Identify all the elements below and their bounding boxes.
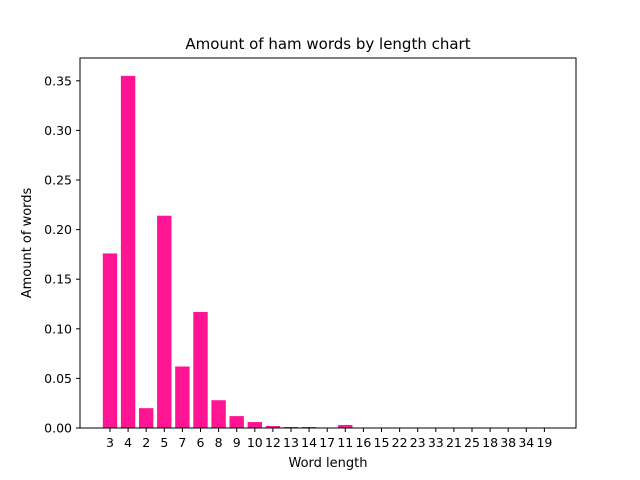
- x-tick-label-11: 11: [337, 435, 353, 450]
- x-tick-label-3: 3: [106, 435, 114, 450]
- y-tick-label-7: 0.35: [44, 73, 72, 88]
- bar-7: [175, 366, 190, 428]
- bar-6: [193, 311, 208, 428]
- x-tick-label-33: 33: [428, 435, 444, 450]
- x-tick-label-2: 2: [142, 435, 150, 450]
- bar-5: [157, 215, 172, 428]
- x-tick-label-13: 13: [283, 435, 299, 450]
- y-tick-label-5: 0.25: [44, 173, 72, 188]
- x-tick-label-16: 16: [355, 435, 371, 450]
- bar-2: [139, 408, 154, 428]
- x-tick-label-23: 23: [410, 435, 426, 450]
- bar-12: [265, 426, 281, 428]
- bar-9: [229, 416, 244, 428]
- bar-10: [247, 422, 262, 428]
- y-tick-label-6: 0.30: [44, 123, 72, 138]
- x-tick-label-34: 34: [518, 435, 534, 450]
- y-tick-label-1: 0.05: [44, 371, 72, 386]
- x-tick-label-12: 12: [265, 435, 281, 450]
- chart-title: Amount of ham words by length chart: [185, 35, 470, 53]
- x-tick-label-21: 21: [446, 435, 462, 450]
- x-tick-label-19: 19: [536, 435, 552, 450]
- x-tick-label-4: 4: [124, 435, 132, 450]
- bar-4: [120, 75, 136, 429]
- plot-frame: [79, 57, 577, 429]
- x-axis-label: Word length: [289, 456, 368, 471]
- x-tick-label-14: 14: [301, 435, 317, 450]
- y-axis-ticks: 0.00 0.05 0.10 0.15 0.20 0.25 0.30 0.35: [44, 73, 80, 436]
- bar-8: [211, 400, 226, 428]
- y-tick-label-3: 0.15: [44, 272, 72, 287]
- y-tick-label-0: 0.00: [44, 421, 72, 436]
- x-tick-label-38: 38: [500, 435, 516, 450]
- x-tick-label-9: 9: [233, 435, 241, 450]
- x-tick-label-10: 10: [247, 435, 263, 450]
- x-axis-ticks: 3 4 2 5 7 6 8 9 10 12 13 14 17 11 16 15 22 23 33 21 25 18 38 34…: [106, 428, 552, 450]
- x-tick-label-8: 8: [215, 435, 223, 450]
- x-tick-label-6: 6: [197, 435, 205, 450]
- x-tick-label-15: 15: [374, 435, 390, 450]
- x-tick-label-5: 5: [160, 435, 168, 450]
- x-tick-label-18: 18: [482, 435, 498, 450]
- x-tick-label-17: 17: [319, 435, 335, 450]
- x-tick-label-25: 25: [464, 435, 480, 450]
- bar-3: [102, 253, 118, 428]
- y-tick-label-4: 0.20: [44, 222, 72, 237]
- x-tick-label-22: 22: [392, 435, 408, 450]
- y-tick-label-2: 0.10: [44, 321, 72, 336]
- y-axis-label: Amount of words: [20, 187, 35, 298]
- x-tick-label-7: 7: [178, 435, 186, 450]
- bar-11: [338, 425, 353, 428]
- bars-group: [102, 75, 552, 429]
